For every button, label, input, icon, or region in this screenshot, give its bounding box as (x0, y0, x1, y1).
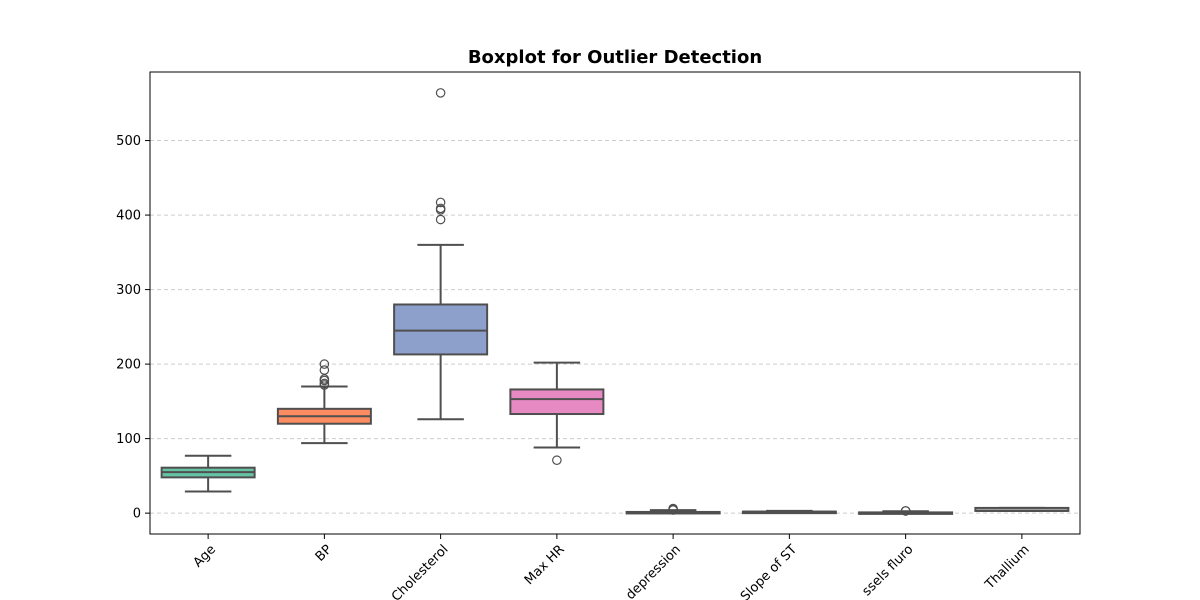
outlier-point (435, 214, 446, 225)
box-slope-of-st (741, 509, 837, 515)
chart-title: Boxplot for Outlier Detection (468, 47, 762, 68)
box-layer (160, 88, 1070, 516)
x-axis: Age BP Cholesterol Max HR depression Slope of… (191, 534, 1033, 600)
outlier-point (552, 455, 562, 466)
y-tick-label: 300 (116, 283, 141, 298)
box-st-depression (625, 503, 721, 515)
x-tick-label: Slope of ST (738, 542, 800, 600)
x-tick-label: Max HR (522, 542, 568, 588)
outlier-point (435, 197, 446, 208)
box-thallium (974, 506, 1070, 512)
y-axis: 0 100 200 300 400 500 (116, 134, 150, 522)
x-tick-label: depression (623, 542, 684, 600)
grid-layer (150, 140, 1080, 514)
iqr-box (509, 388, 605, 416)
x-tick-label: Age (191, 542, 219, 570)
outlier-point (900, 506, 911, 516)
y-tick-label: 500 (116, 134, 141, 149)
box-bp (276, 359, 372, 445)
y-tick-label: 200 (116, 358, 141, 373)
outlier-point (668, 503, 678, 514)
x-tick-label: Cholesterol (389, 542, 451, 600)
y-tick-label: 100 (116, 432, 141, 447)
iqr-box (393, 303, 489, 356)
x-tick-label: Thallium (982, 542, 1033, 593)
outlier-point (319, 365, 330, 375)
outlier-point (435, 203, 446, 214)
outlier-point (319, 359, 330, 369)
box-cholesterol (393, 88, 489, 421)
y-tick-label: 0 (133, 507, 141, 522)
y-tick-label: 400 (116, 209, 141, 224)
plot-frame (149, 71, 1081, 535)
box-age (160, 454, 256, 493)
outlier-point (435, 88, 446, 98)
x-tick-label: ssels fluro (860, 542, 917, 599)
box-number-of-vessels-fluro (858, 506, 954, 516)
outlier-point (319, 378, 330, 389)
box-max-hr (509, 361, 605, 466)
x-tick-label: BP (313, 542, 336, 565)
